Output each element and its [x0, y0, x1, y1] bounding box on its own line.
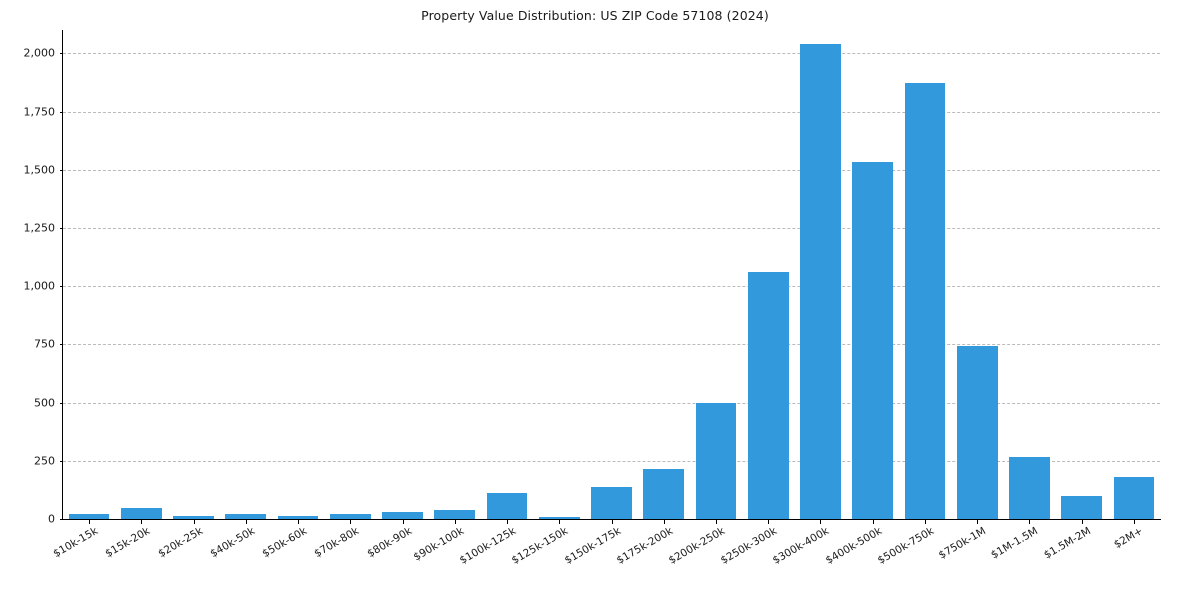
- y-axis-line: [62, 30, 63, 520]
- x-tick-mark: [977, 520, 979, 524]
- bar: [800, 43, 841, 519]
- bar: [956, 346, 998, 519]
- x-tick-mark: [768, 520, 770, 524]
- bar: [591, 487, 632, 519]
- x-tick-label: $175k-200k: [614, 525, 675, 567]
- x-tick-label: $100k-125k: [457, 525, 519, 567]
- x-tick-label: $40k-50k: [208, 525, 257, 561]
- bar: [643, 468, 685, 519]
- bar: [277, 516, 319, 519]
- x-tick-mark: [559, 520, 561, 524]
- bar: [747, 272, 789, 519]
- x-tick-label: $1M-1.5M: [989, 525, 1041, 562]
- x-tick-mark: [611, 520, 613, 524]
- x-tick-mark: [715, 520, 717, 524]
- y-tick-mark: [59, 460, 63, 462]
- x-tick-label: $15k-20k: [103, 525, 153, 561]
- x-tick-mark: [820, 520, 822, 524]
- x-tick-mark: [141, 520, 143, 524]
- y-tick-mark: [59, 169, 63, 171]
- x-tick-mark: [89, 520, 91, 524]
- plot-area: [59, 30, 1160, 520]
- y-tick-mark: [59, 344, 63, 346]
- bar: [486, 492, 528, 519]
- bar: [695, 402, 737, 519]
- x-tick-mark: [245, 520, 247, 524]
- y-tick-label: 1,500: [23, 163, 56, 177]
- gridline: [63, 344, 1160, 346]
- gridline: [63, 227, 1160, 229]
- x-tick-label: $1.5M-2M: [1041, 525, 1093, 562]
- x-tick-mark: [507, 520, 509, 524]
- y-tick-label: 1,750: [23, 105, 56, 118]
- x-tick-mark: [872, 520, 874, 524]
- y-tick-label: 250: [34, 454, 55, 468]
- y-tick-label: 1,250: [23, 221, 56, 235]
- y-tick-mark: [59, 519, 63, 520]
- x-tick-mark: [1081, 520, 1083, 524]
- bar: [1061, 495, 1102, 519]
- bar: [434, 510, 476, 519]
- x-tick-label: $20k-25k: [155, 525, 205, 561]
- x-tick-label: $150k-175k: [562, 525, 623, 567]
- gridline: [63, 286, 1160, 288]
- bar: [1009, 457, 1050, 519]
- x-tick-label: $2M+: [1111, 525, 1145, 552]
- x-tick-mark: [298, 520, 300, 524]
- y-tick-mark: [59, 402, 63, 404]
- gridline: [63, 169, 1160, 171]
- x-tick-label: $200k-250k: [666, 525, 727, 567]
- x-tick-label: $300k-400k: [771, 525, 832, 567]
- bar: [329, 513, 371, 519]
- bar: [382, 511, 423, 519]
- x-tick-mark: [350, 520, 352, 524]
- x-axis-tick-labels: $10k-15k $15k-20k $20k-25k $40k-50k $50k-60k…: [51, 525, 1160, 590]
- x-tick-label: $125k-150k: [509, 525, 571, 567]
- y-tick-label: 2,000: [23, 46, 56, 60]
- x-tick-mark: [402, 520, 404, 524]
- x-tick-label: $70k-80k: [312, 525, 362, 561]
- y-axis-tick-labels: 0 250 500 750 1,000 1,250 1,500 1,750 2,000: [0, 0, 62, 590]
- x-tick-mark: [924, 520, 926, 524]
- bar: [225, 513, 267, 519]
- bar: [68, 513, 110, 519]
- bar: [538, 517, 580, 519]
- bar: [1113, 477, 1155, 519]
- y-tick-mark: [59, 286, 63, 288]
- x-axis-tick-marks: [63, 520, 1160, 525]
- x-tick-label: $80k-90k: [364, 525, 414, 561]
- y-tick-mark: [59, 111, 63, 113]
- bar: [852, 161, 894, 519]
- y-tick-label: 0: [48, 512, 55, 526]
- gridline: [63, 53, 1160, 55]
- x-tick-label: $50k-60k: [260, 525, 310, 561]
- y-tick-label: 750: [34, 337, 55, 351]
- x-tick-mark: [1133, 520, 1135, 524]
- x-tick-mark: [1029, 520, 1031, 524]
- x-tick-label: $750k-1M: [936, 525, 989, 562]
- gridline: [63, 402, 1160, 404]
- x-tick-label: $250k-300k: [718, 525, 780, 567]
- y-tick-mark: [59, 227, 63, 229]
- bar: [904, 83, 946, 519]
- gridline: [63, 111, 1160, 113]
- x-tick-mark: [193, 520, 195, 524]
- bar: [120, 507, 162, 519]
- x-tick-mark: [663, 520, 665, 524]
- bar: [173, 515, 214, 519]
- y-tick-mark: [59, 53, 63, 55]
- x-tick-label: $400k-500k: [823, 525, 884, 567]
- y-tick-label: 1,000: [23, 279, 56, 293]
- x-tick-label: $500k-750k: [875, 525, 936, 567]
- y-tick-label: 500: [34, 396, 55, 410]
- chart-title: Property Value Distribution: US ZIP Code…: [421, 8, 769, 23]
- x-axis-line: [62, 519, 1161, 520]
- x-tick-mark: [454, 520, 456, 524]
- gridline: [63, 460, 1160, 462]
